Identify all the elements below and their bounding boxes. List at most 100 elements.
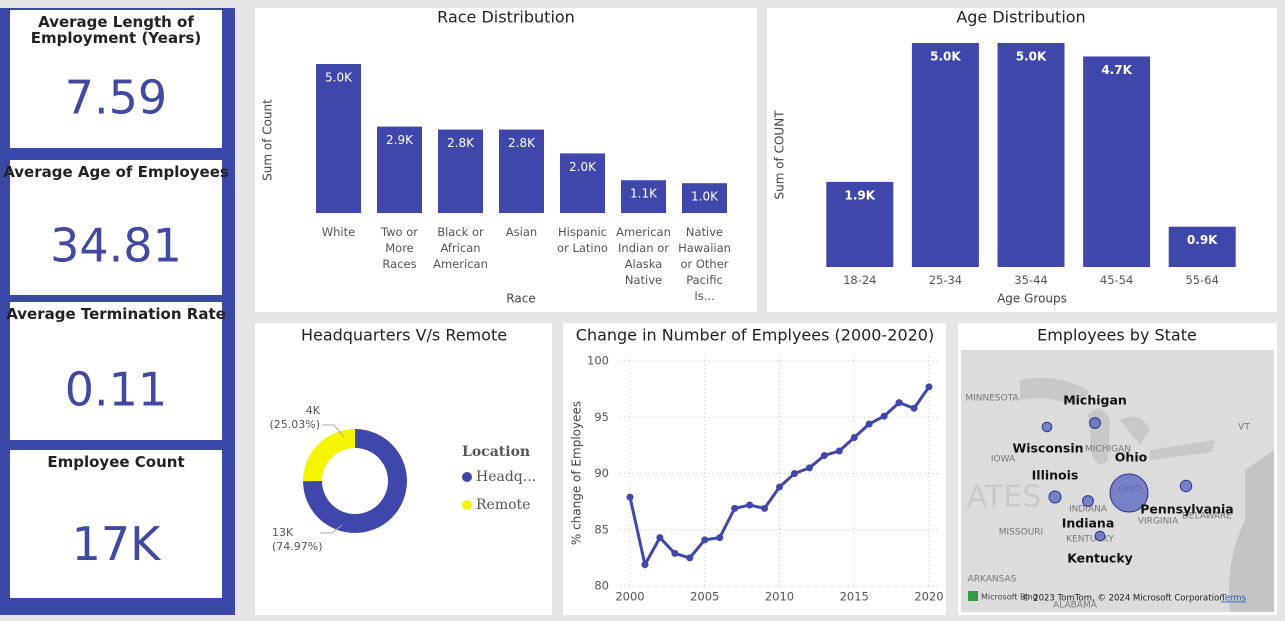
- kpi-value: 34.81: [50, 219, 182, 273]
- x-tick-label: 35-44: [1014, 273, 1047, 287]
- x-tick-label: 2000: [615, 590, 644, 604]
- donut-slice: [303, 429, 355, 482]
- data-label: 1.0K: [691, 190, 719, 204]
- data-label: 5.0K: [930, 50, 961, 64]
- map-ocean: [1229, 450, 1274, 612]
- chart-title: Change in Number of Emplyees (2000-2020): [576, 326, 934, 345]
- point: [835, 447, 843, 455]
- data-label: 2.9K: [386, 133, 414, 147]
- kpi-value: 0.11: [65, 363, 167, 417]
- state-label: Kentucky: [1067, 551, 1133, 566]
- data-label: 5.0K: [325, 71, 353, 85]
- kpi-title: Employee Count: [47, 453, 184, 471]
- map-copyright: © 2023 TomTom, © 2024 Microsoft Corporat…: [1022, 594, 1225, 604]
- point: [865, 420, 873, 428]
- x-axis-label: Race: [506, 292, 535, 306]
- map-base-label: ARKANSAS: [968, 575, 1017, 585]
- data-label: 2.8K: [508, 136, 536, 150]
- map-base-label: IOWA: [991, 455, 1016, 465]
- x-tick-label: White: [322, 225, 355, 239]
- bar: [560, 153, 605, 213]
- state-label: Michigan: [1063, 393, 1127, 408]
- map-attribution: Microsoft Bing: [981, 593, 1038, 602]
- point: [626, 493, 634, 501]
- bar: [682, 183, 727, 213]
- leader-line: [322, 424, 345, 438]
- bubble: [1048, 490, 1062, 504]
- bar: [911, 43, 979, 267]
- data-label: 2.8K: [447, 136, 475, 150]
- data-label: (25.03%): [269, 418, 320, 431]
- bar: [499, 129, 544, 213]
- point: [776, 483, 783, 491]
- kpi-card: [10, 10, 222, 148]
- point: [805, 464, 813, 472]
- point: [880, 412, 888, 420]
- map-base-label: ATES: [967, 480, 1042, 515]
- data-label: 0.9K: [1187, 233, 1218, 247]
- map-base-label: ALABAMA: [1053, 601, 1098, 611]
- point: [746, 501, 754, 509]
- point: [656, 534, 664, 542]
- bar: [316, 64, 361, 213]
- point: [686, 554, 694, 562]
- map-base-label: DELAWARE: [1182, 512, 1232, 522]
- x-tick-label: Hispanic or Latino: [557, 225, 608, 255]
- x-tick-label: Native Hawaiian or Other Pacific Is...: [678, 225, 731, 303]
- bing-logo: [968, 591, 978, 601]
- point: [716, 534, 724, 542]
- x-tick-label: 2010: [765, 590, 794, 604]
- x-tick-label: Asian: [506, 225, 537, 239]
- chart-title: Employees by State: [1037, 326, 1197, 345]
- chart-title: Age Distribution: [956, 8, 1085, 27]
- state-label: Illinois: [1032, 468, 1079, 483]
- map-terms[interactable]: Terms: [1220, 594, 1247, 604]
- point: [910, 404, 918, 412]
- legend-label: Headq...: [476, 469, 536, 485]
- y-tick-label: 80: [594, 579, 609, 593]
- point: [925, 383, 933, 391]
- point: [850, 434, 858, 441]
- bubble: [1094, 530, 1106, 542]
- data-label: 13K: [272, 526, 294, 539]
- map-base-label: VIRGINIA: [1138, 517, 1179, 527]
- bar: [377, 126, 422, 213]
- legend-swatch: [462, 472, 472, 482]
- point: [671, 549, 679, 557]
- y-tick-label: 90: [594, 466, 609, 480]
- kpi-title: Average Length of Employment (Years): [31, 13, 202, 47]
- data-label: 4.7K: [1101, 63, 1132, 77]
- bar: [1168, 226, 1236, 267]
- x-tick-label: 45-54: [1100, 273, 1133, 287]
- leader-line: [320, 524, 343, 534]
- x-tick-label: American Indian or Alaska Native: [616, 225, 671, 287]
- bar: [621, 180, 666, 213]
- map-base-label: MICHIGAN: [1085, 445, 1131, 455]
- y-axis-label: Sum of COUNT: [773, 110, 787, 200]
- point: [701, 536, 709, 544]
- kpi-card: [10, 450, 222, 598]
- map-base-label: MINNESOTA: [965, 394, 1019, 404]
- map-base-label: MISSOURI: [999, 528, 1043, 538]
- x-tick-label: 2015: [840, 590, 869, 604]
- kpi-card: [10, 160, 222, 295]
- legend-title: Location: [462, 444, 530, 460]
- state-label: Wisconsin: [1012, 441, 1083, 456]
- data-label: 1.9K: [845, 188, 876, 202]
- data-label: 5.0K: [1016, 50, 1047, 64]
- point: [790, 470, 798, 477]
- state-label: Ohio: [1115, 450, 1148, 465]
- kpi-title: Average Termination Rate: [6, 305, 226, 323]
- y-axis-label: Sum of Count: [261, 99, 275, 181]
- panel: [563, 323, 946, 615]
- x-axis-label: Age Groups: [997, 292, 1067, 306]
- state-label: Indiana: [1062, 516, 1115, 531]
- bar: [1083, 56, 1151, 267]
- map-base-label: INDIANA: [1069, 505, 1108, 515]
- map-lakes: [1020, 377, 1215, 464]
- kpi-card: [10, 302, 222, 440]
- data-label: 1.1K: [630, 187, 658, 201]
- bubble: [1109, 473, 1149, 513]
- bar: [997, 43, 1065, 267]
